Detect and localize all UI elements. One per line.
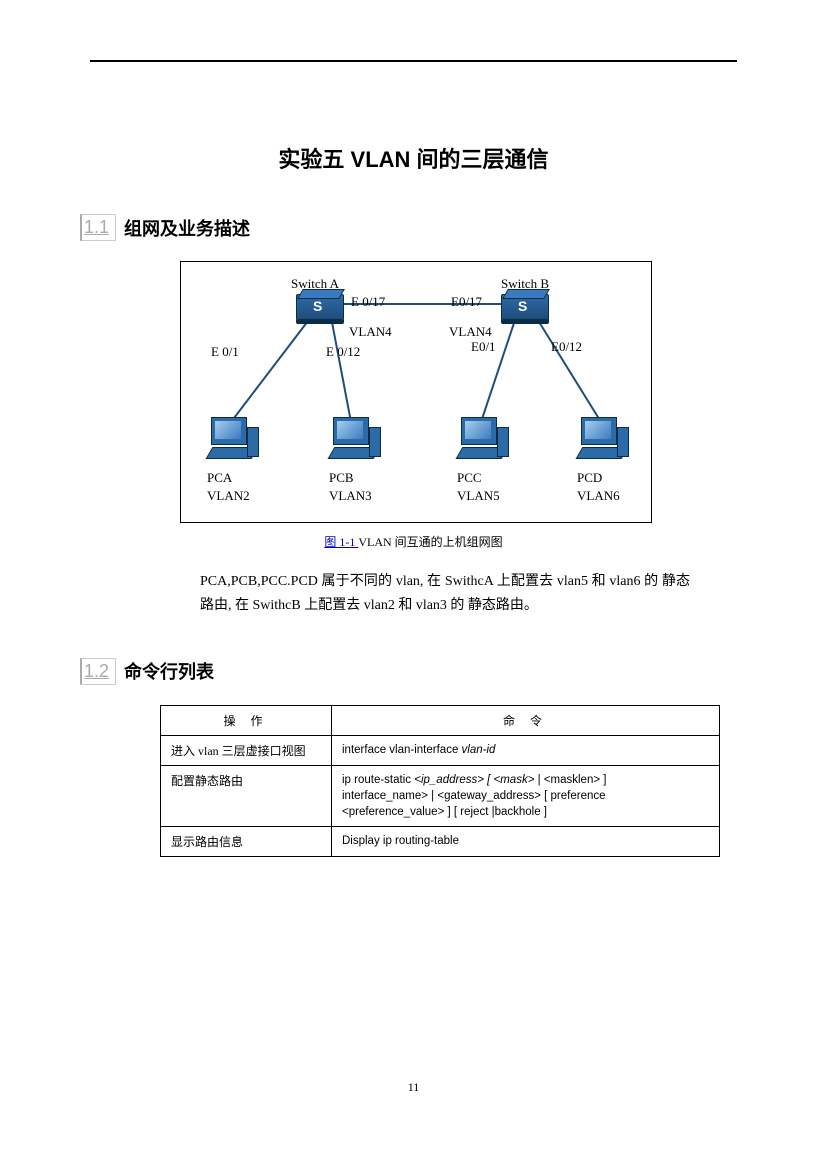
cmd-text: | <masklen> ] <box>534 774 606 786</box>
title-suffix: 间的三层通信 <box>410 147 548 172</box>
table-row: 显示路由信息 Display ip routing-table <box>161 826 720 856</box>
label-vlan4-b: VLAN4 <box>449 324 492 340</box>
figure-caption-text: VLAN 间互通的上机组网图 <box>358 535 502 549</box>
section-title: 组网及业务描述 <box>124 215 250 241</box>
cell-operation: 显示路由信息 <box>161 826 332 856</box>
cmd-text: <preference_value> ] [ reject |backhole … <box>342 806 547 818</box>
figure-link: 图 1-1 <box>324 535 358 549</box>
th-operation: 操 作 <box>161 705 332 735</box>
label-e017-b: E0/17 <box>451 294 482 310</box>
label-vlan6: VLAN6 <box>577 488 620 504</box>
pc-d-icon <box>579 417 625 463</box>
cell-command: ip route-static <ip_address> [ <mask> | … <box>332 765 720 826</box>
th-command: 命 令 <box>332 705 720 735</box>
cmd-italic: vlan-id <box>462 744 496 756</box>
pc-b-icon <box>331 417 377 463</box>
label-switch-a: Switch A <box>291 276 339 292</box>
label-vlan2: VLAN2 <box>207 488 250 504</box>
label-vlan3: VLAN3 <box>329 488 372 504</box>
top-rule <box>90 60 737 62</box>
cell-command: interface vlan-interface vlan-id <box>332 735 720 765</box>
label-pcd: PCD <box>577 470 602 486</box>
section-2-heading: 1.2 命令行列表 <box>80 658 737 685</box>
cell-operation: 配置静态路由 <box>161 765 332 826</box>
cmd-italic: <ip_address> [ <mask> <box>414 774 534 786</box>
cell-operation: 进入 vlan 三层虚接口视图 <box>161 735 332 765</box>
label-pcc: PCC <box>457 470 482 486</box>
switch-b-icon: S <box>501 294 549 320</box>
section-number: 1.1 <box>80 214 116 241</box>
switch-a-icon: S <box>296 294 344 320</box>
title-prefix: 实验五 <box>278 147 350 172</box>
label-pca: PCA <box>207 470 232 486</box>
section-title: 命令行列表 <box>124 658 214 684</box>
label-vlan5: VLAN5 <box>457 488 500 504</box>
network-diagram: S S Switch A Switch B E 0/17 E0/17 VLAN4… <box>180 261 652 523</box>
label-e012-b: E0/12 <box>551 339 582 355</box>
cmd-text: interface_name> | <gateway_address> [ pr… <box>342 790 606 802</box>
section-1-heading: 1.1 组网及业务描述 <box>80 214 737 241</box>
label-vlan4-a: VLAN4 <box>349 324 392 340</box>
cell-command: Display ip routing-table <box>332 826 720 856</box>
table-header-row: 操 作 命 令 <box>161 705 720 735</box>
command-table: 操 作 命 令 进入 vlan 三层虚接口视图 interface vlan-i… <box>160 705 720 857</box>
title-bold: VLAN <box>351 147 411 172</box>
label-e012-a: E 0/12 <box>326 344 360 360</box>
label-e01-b: E0/1 <box>471 339 496 355</box>
cmd-text: interface vlan-interface <box>342 744 462 756</box>
body-paragraph: PCA,PCB,PCC.PCD 属于不同的 vlan, 在 SwithcA 上配… <box>200 570 690 618</box>
cmd-text: ip route-static <box>342 774 414 786</box>
page-title: 实验五 VLAN 间的三层通信 <box>90 142 737 174</box>
cmd-text: Display ip routing-table <box>342 835 459 847</box>
label-switch-b: Switch B <box>501 276 549 292</box>
pc-a-icon <box>209 417 255 463</box>
label-e017-a: E 0/17 <box>351 294 385 310</box>
label-pcb: PCB <box>329 470 354 486</box>
figure-caption: 图 1-1 VLAN 间互通的上机组网图 <box>90 533 737 550</box>
table-row: 进入 vlan 三层虚接口视图 interface vlan-interface… <box>161 735 720 765</box>
section-number: 1.2 <box>80 658 116 685</box>
table-row: 配置静态路由 ip route-static <ip_address> [ <m… <box>161 765 720 826</box>
page-number: 11 <box>0 1080 827 1095</box>
label-e01-a: E 0/1 <box>211 344 239 360</box>
pc-c-icon <box>459 417 505 463</box>
